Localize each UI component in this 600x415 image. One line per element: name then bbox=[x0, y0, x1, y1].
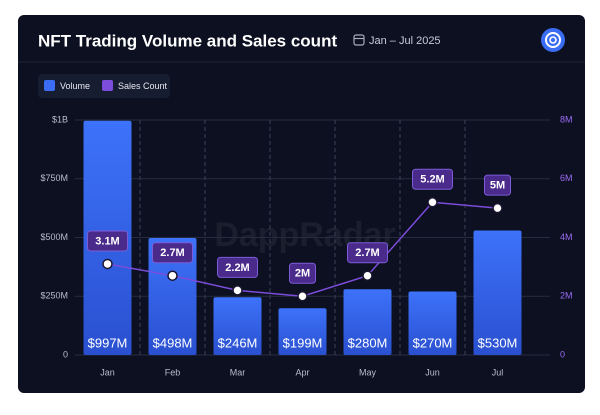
legend-swatch bbox=[44, 80, 55, 91]
sales-label-box bbox=[152, 242, 193, 264]
sales-value-label: 2.7M bbox=[160, 247, 184, 259]
y2-tick-label: 2M bbox=[560, 291, 573, 301]
x-tick-label: Apr bbox=[295, 367, 309, 377]
sales-point bbox=[362, 270, 373, 281]
calendar-icon bbox=[353, 34, 365, 46]
sales-point bbox=[297, 291, 308, 302]
bar-value-label: $997M bbox=[88, 335, 128, 350]
chart-title: NFT Trading Volume and Sales count bbox=[38, 31, 337, 50]
sales-value-label: 3.1M bbox=[95, 235, 119, 247]
bar bbox=[278, 308, 327, 355]
x-tick-label: Jun bbox=[425, 367, 440, 377]
sales-label-box bbox=[484, 174, 511, 196]
sales-point bbox=[167, 270, 178, 281]
bar-value-label: $280M bbox=[348, 335, 388, 350]
y-tick-label: $1B bbox=[52, 114, 68, 124]
y2-tick-label: 8M bbox=[560, 114, 573, 124]
bar bbox=[213, 297, 262, 355]
bar bbox=[148, 237, 197, 355]
y-tick-label: 0 bbox=[63, 349, 68, 359]
sales-point bbox=[427, 197, 438, 208]
bar bbox=[408, 291, 457, 355]
bar-value-label: $199M bbox=[283, 335, 323, 350]
legend-label: Sales Count bbox=[118, 81, 168, 91]
sales-value-label: 2.7M bbox=[355, 247, 379, 259]
legend-label: Volume bbox=[60, 81, 90, 91]
bar-value-label: $270M bbox=[413, 335, 453, 350]
x-tick-label: Jul bbox=[492, 367, 504, 377]
sales-label-box bbox=[289, 262, 316, 284]
legend-swatch bbox=[102, 80, 113, 91]
x-tick-label: Mar bbox=[230, 367, 246, 377]
y-tick-label: $250M bbox=[40, 291, 68, 301]
sales-point bbox=[102, 258, 113, 270]
date-range: Jan – Jul 2025 bbox=[369, 35, 441, 47]
y2-tick-label: 6M bbox=[560, 173, 573, 183]
sales-value-label: 5.2M bbox=[420, 174, 444, 186]
y2-tick-label: 0 bbox=[560, 349, 565, 359]
sales-value-label: 2M bbox=[295, 268, 310, 280]
sales-label-box bbox=[347, 242, 388, 264]
y-tick-label: $500M bbox=[40, 232, 68, 242]
y-tick-label: $750M bbox=[40, 173, 68, 183]
bar bbox=[473, 230, 522, 355]
bar bbox=[343, 289, 392, 355]
bar-value-label: $498M bbox=[153, 335, 193, 350]
sales-point bbox=[232, 285, 243, 296]
bar-value-label: $530M bbox=[478, 335, 518, 350]
x-tick-label: May bbox=[359, 367, 377, 377]
bar-value-label: $246M bbox=[218, 335, 258, 350]
sales-label-box bbox=[412, 168, 453, 190]
x-tick-label: Jan bbox=[100, 367, 115, 377]
logo bbox=[541, 28, 565, 52]
sales-label-box bbox=[87, 230, 128, 252]
sales-value-label: 5M bbox=[490, 180, 505, 192]
sales-label-box bbox=[217, 256, 258, 278]
sales-value-label: 2.2M bbox=[225, 262, 249, 274]
y2-tick-label: 4M bbox=[560, 232, 573, 242]
sales-point bbox=[492, 202, 503, 214]
x-tick-label: Feb bbox=[165, 367, 181, 377]
